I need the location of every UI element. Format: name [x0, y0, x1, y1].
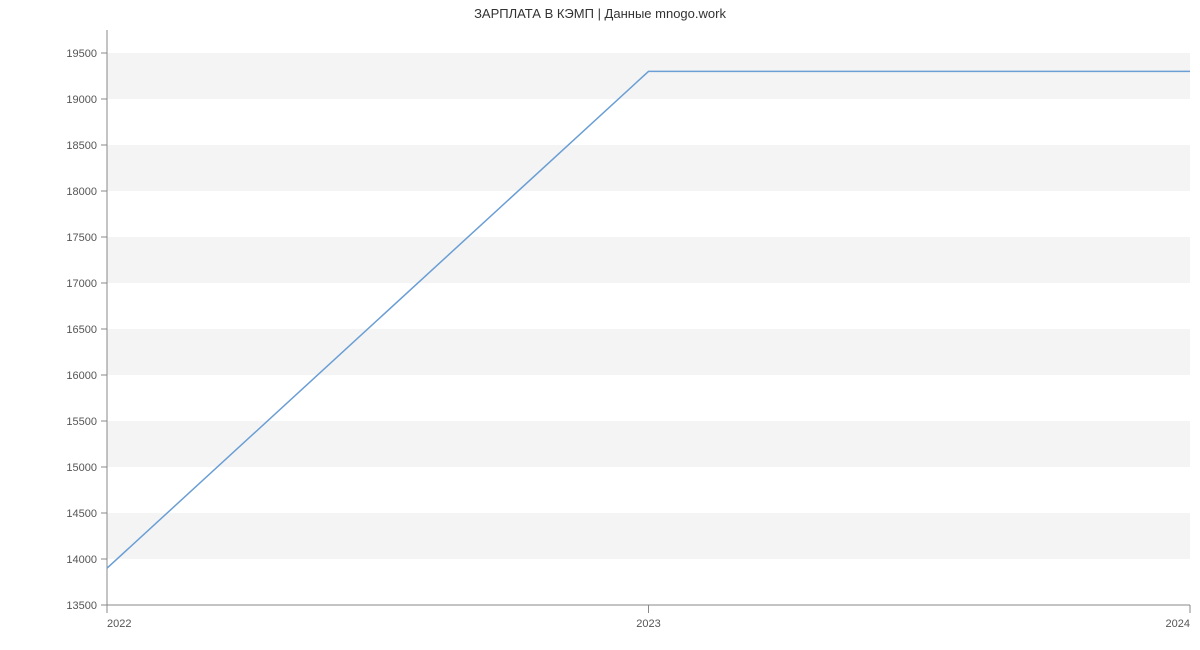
- y-tick-label: 17500: [66, 232, 97, 244]
- y-tick-label: 14000: [66, 554, 97, 566]
- y-tick-label: 15500: [66, 416, 97, 428]
- x-tick-label: 2022: [107, 618, 131, 630]
- y-tick-label: 14500: [66, 508, 97, 520]
- y-tick-label: 16000: [66, 370, 97, 382]
- grid-band: [107, 145, 1190, 191]
- y-tick-label: 16500: [66, 324, 97, 336]
- y-tick-label: 18500: [66, 140, 97, 152]
- salary-line-chart: ЗАРПЛАТА В КЭМП | Данные mnogo.work 1350…: [0, 0, 1200, 650]
- y-tick-label: 18000: [66, 186, 97, 198]
- grid-band: [107, 513, 1190, 559]
- chart-svg: 13500 14000 14500 15000 15500 16000 16500 17000…: [0, 0, 1200, 650]
- y-tick-label: 17000: [66, 278, 97, 290]
- grid-band: [107, 421, 1190, 467]
- y-tick-label: 19000: [66, 94, 97, 106]
- x-tick-label: 2023: [636, 618, 660, 630]
- y-tick-label: 19500: [66, 48, 97, 60]
- x-tick-label: 2024: [1166, 618, 1190, 630]
- grid-band: [107, 329, 1190, 375]
- grid-band: [107, 237, 1190, 283]
- grid-band: [107, 53, 1190, 99]
- y-tick-label: 15000: [66, 462, 97, 474]
- y-tick-label: 13500: [66, 600, 97, 612]
